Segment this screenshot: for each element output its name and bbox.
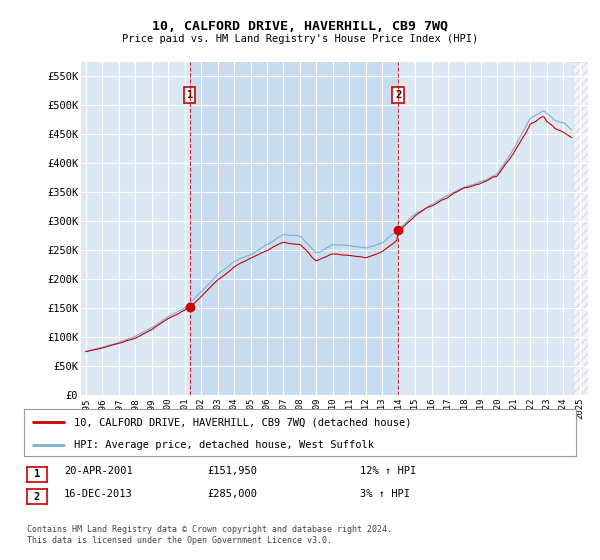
Text: 12% ↑ HPI: 12% ↑ HPI (360, 466, 416, 477)
Text: 1: 1 (187, 90, 193, 100)
Text: 1: 1 (34, 469, 40, 479)
Text: 3% ↑ HPI: 3% ↑ HPI (360, 489, 410, 499)
Bar (190, 62, 398, 395)
Text: 2: 2 (34, 492, 40, 502)
Text: Contains HM Land Registry data © Crown copyright and database right 2024.
This d: Contains HM Land Registry data © Crown c… (27, 525, 392, 545)
Text: HPI: Average price, detached house, West Suffolk: HPI: Average price, detached house, West… (74, 440, 374, 450)
Text: 2: 2 (395, 90, 401, 100)
Text: Price paid vs. HM Land Registry's House Price Index (HPI): Price paid vs. HM Land Registry's House … (122, 34, 478, 44)
Text: £285,000: £285,000 (207, 489, 257, 499)
Text: 10, CALFORD DRIVE, HAVERHILL, CB9 7WQ: 10, CALFORD DRIVE, HAVERHILL, CB9 7WQ (152, 20, 448, 32)
Text: 20-APR-2001: 20-APR-2001 (64, 466, 133, 477)
Text: £151,950: £151,950 (207, 466, 257, 477)
Bar (573, 62, 588, 395)
Text: 16-DEC-2013: 16-DEC-2013 (64, 489, 133, 499)
Text: 10, CALFORD DRIVE, HAVERHILL, CB9 7WQ (detached house): 10, CALFORD DRIVE, HAVERHILL, CB9 7WQ (d… (74, 417, 411, 427)
